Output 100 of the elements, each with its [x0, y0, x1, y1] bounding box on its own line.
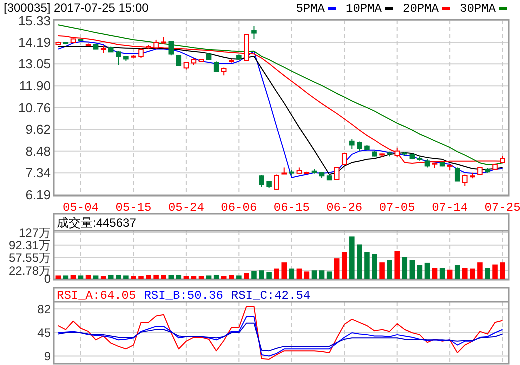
y-tick-label: 11.90: [19, 78, 51, 94]
bar: [304, 272, 310, 279]
text: RSI_C:42.54: [231, 289, 311, 303]
bar: [252, 271, 257, 279]
bar: [124, 276, 129, 279]
bar: [492, 264, 498, 279]
y-tick-label: 10.76: [18, 100, 51, 116]
bar: [394, 251, 400, 279]
bar: [326, 272, 332, 279]
candlestick: [394, 147, 400, 158]
bar: [100, 276, 106, 279]
bar: [319, 270, 325, 279]
x-tick-label: 05-24: [168, 201, 204, 215]
chart-title: 成交量:445637: [57, 216, 137, 230]
candlestick: [350, 139, 355, 150]
x-tick-label: 06-26: [326, 201, 363, 215]
candlestick: [342, 152, 348, 166]
bar: [372, 254, 378, 279]
bar: [380, 262, 385, 279]
candlestick: [138, 48, 144, 59]
bar: [154, 274, 159, 279]
x-tick-label: 05-15: [116, 201, 152, 215]
bar: [56, 276, 62, 279]
bar: [116, 274, 122, 279]
y-tick-label: 57.55万: [8, 251, 51, 266]
bar: [86, 274, 92, 279]
candlestick: [168, 40, 174, 56]
bar: [93, 276, 99, 279]
chart-title: [300035] 2017-07-25 15:00: [4, 1, 150, 15]
bar: [244, 273, 250, 279]
bar: [259, 270, 264, 279]
candlestick: [357, 141, 362, 152]
y-tick-label: 92.31万: [8, 238, 51, 253]
candlestick: [252, 26, 257, 40]
line-series: [58, 306, 504, 360]
candlestick: [454, 167, 460, 182]
candlestick: [116, 50, 122, 66]
bar: [191, 276, 197, 279]
bar: [282, 262, 288, 279]
bar: [334, 258, 340, 279]
bar: [485, 268, 490, 279]
y-tick-label: 9.62: [26, 122, 51, 138]
y-tick-label: 127万: [18, 226, 51, 240]
bar: [108, 274, 114, 279]
bar: [176, 274, 182, 279]
bar: [440, 268, 446, 279]
bar: [63, 276, 69, 279]
bar: [70, 275, 76, 279]
y-tick-label: 6.19: [26, 188, 51, 203]
y-tick-label: 7.34: [26, 166, 51, 181]
bar: [424, 262, 430, 279]
candlestick: [176, 54, 182, 66]
bar: [161, 275, 166, 279]
y-tick-label: 13.05: [18, 56, 51, 72]
bar: [357, 244, 362, 279]
series-label: RSI_A:64.05: [57, 289, 136, 303]
bar: [168, 275, 174, 279]
bar: [432, 268, 438, 279]
bar: [312, 270, 318, 279]
bar: [462, 268, 468, 279]
legend-label: 20PMA: [403, 2, 440, 16]
bar: [78, 276, 84, 279]
bar: [500, 262, 506, 279]
bar: [138, 276, 144, 279]
bar: [236, 276, 242, 279]
bar: [274, 268, 280, 279]
candlestick: [334, 166, 340, 182]
candlestick: [214, 61, 220, 73]
y-tick-label: 82: [38, 302, 52, 316]
bar: [447, 270, 453, 279]
bar: [198, 276, 204, 279]
legend-label: 5PMA: [296, 2, 326, 16]
text: RSI_B:50.36: [144, 289, 224, 303]
bar: [350, 236, 355, 279]
bar: [296, 268, 302, 279]
bar: [478, 262, 483, 279]
bar: [221, 276, 227, 279]
legend-label: 10PMA: [346, 2, 383, 16]
bar: [402, 257, 408, 279]
x-tick-label: 06-15: [274, 201, 310, 215]
bar: [214, 274, 220, 279]
bar: [229, 275, 234, 279]
bar: [417, 266, 423, 279]
x-tick-label: 06-06: [221, 201, 258, 215]
bar: [146, 275, 152, 279]
y-tick-label: 15.33: [18, 13, 51, 28]
bar: [289, 268, 295, 279]
y-tick-label: 45: [38, 326, 52, 340]
x-tick-label: 07-14: [432, 201, 468, 215]
bar: [206, 276, 212, 279]
y-tick-label: 9: [44, 349, 52, 364]
bar: [266, 272, 272, 279]
x-tick-label: 07-25: [484, 201, 520, 215]
bar: [410, 260, 416, 279]
y-tick-label: 8.48: [26, 144, 51, 159]
bar: [184, 276, 190, 279]
y-tick-label: 14.19: [18, 34, 51, 50]
line-series: [58, 316, 504, 357]
legend-label: 30PMA: [460, 2, 497, 16]
line-series: [58, 322, 504, 352]
